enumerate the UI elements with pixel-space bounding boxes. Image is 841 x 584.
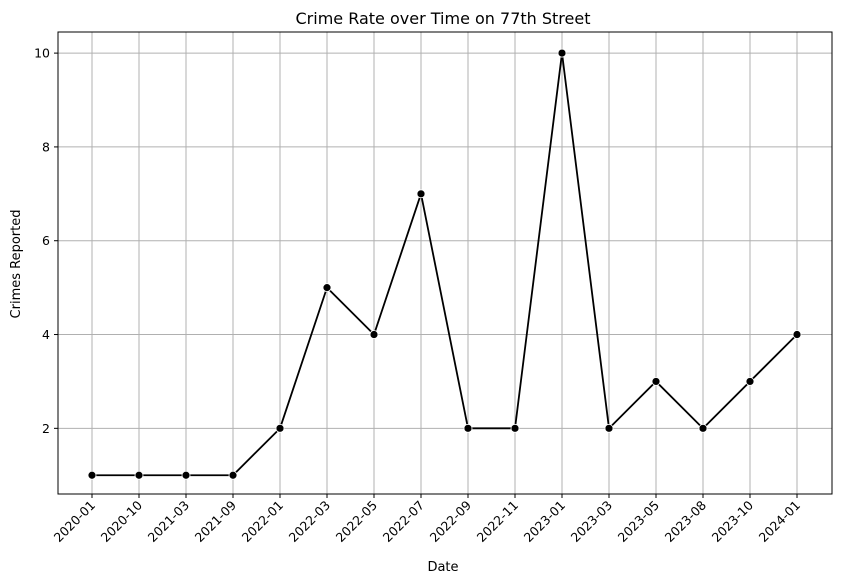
y-tick-label: 4 (42, 327, 50, 342)
data-point (745, 377, 755, 386)
x-tick-label: 2022-11 (474, 498, 522, 546)
plot-frame (57, 31, 833, 495)
grid (58, 32, 832, 494)
x-tick-label: 2022-03 (286, 498, 334, 546)
data-point (792, 330, 802, 339)
x-axis-label: Date (427, 560, 458, 575)
y-tick-label: 6 (42, 233, 50, 248)
plot-area (87, 48, 802, 480)
data-point (510, 423, 520, 433)
data-point (604, 423, 614, 433)
x-tick-label: 2023-01 (521, 498, 569, 546)
data-point (181, 470, 191, 480)
data-point (322, 283, 332, 293)
x-tick-label: 2022-09 (427, 497, 475, 545)
x-tick-label: 2023-03 (568, 498, 616, 546)
x-tick-label: 2024-01 (756, 498, 804, 546)
data-point (134, 470, 144, 480)
y-tick-label: 8 (42, 139, 50, 154)
x-tick-label: 2023-08 (662, 497, 710, 545)
data-point (463, 423, 473, 433)
data-point (557, 48, 567, 58)
x-tick-label: 2022-07 (380, 498, 428, 546)
x-tick-label: 2020-10 (98, 497, 146, 545)
x-tick-label: 2022-01 (239, 498, 287, 546)
data-point (87, 470, 97, 480)
y-tick-label: 2 (42, 421, 50, 436)
data-point (369, 330, 379, 339)
y-axis-label: Crimes Reported (9, 210, 24, 319)
x-tick-label: 2023-10 (709, 497, 757, 545)
x-axis: 2020-01 2020-10 2021-03 2021-09 2022-01 2022-… (51, 494, 804, 546)
data-point (416, 189, 426, 199)
y-axis: 2 4 6 8 10 (34, 46, 58, 436)
x-tick-label: 2023-05 (615, 498, 663, 546)
x-tick-label: 2022-05 (333, 498, 381, 546)
chart-title: Crime Rate over Time on 77th Street (296, 9, 591, 28)
x-tick-label: 2020-01 (51, 498, 99, 546)
x-tick-label: 2021-09 (192, 497, 240, 545)
data-point (275, 423, 285, 433)
series-line (92, 52, 798, 477)
y-tick-label: 10 (34, 46, 50, 61)
data-point (651, 377, 661, 386)
x-tick-label: 2021-03 (145, 498, 193, 546)
data-point (698, 423, 708, 433)
data-point (228, 470, 238, 480)
